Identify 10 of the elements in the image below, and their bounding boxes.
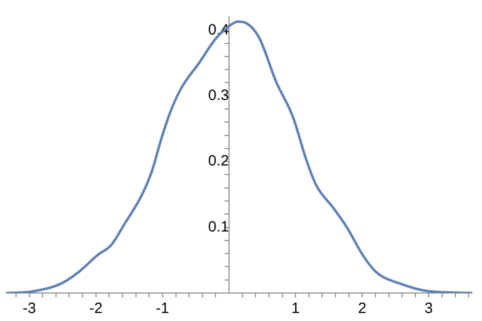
y-tick-label: 0.3 [208, 87, 230, 104]
x-tick-label: 1 [291, 300, 300, 318]
line-series [6, 20, 472, 293]
x-tick-label: -1 [156, 300, 170, 318]
y-tick-label: 0.1 [208, 218, 230, 236]
x-tick-label: 2 [358, 300, 366, 318]
x-tick-label: 3 [424, 300, 433, 318]
y-tick-label: 0.2 [208, 152, 230, 170]
x-tick-label: -3 [22, 300, 36, 318]
x-tick-label: -2 [89, 300, 103, 318]
